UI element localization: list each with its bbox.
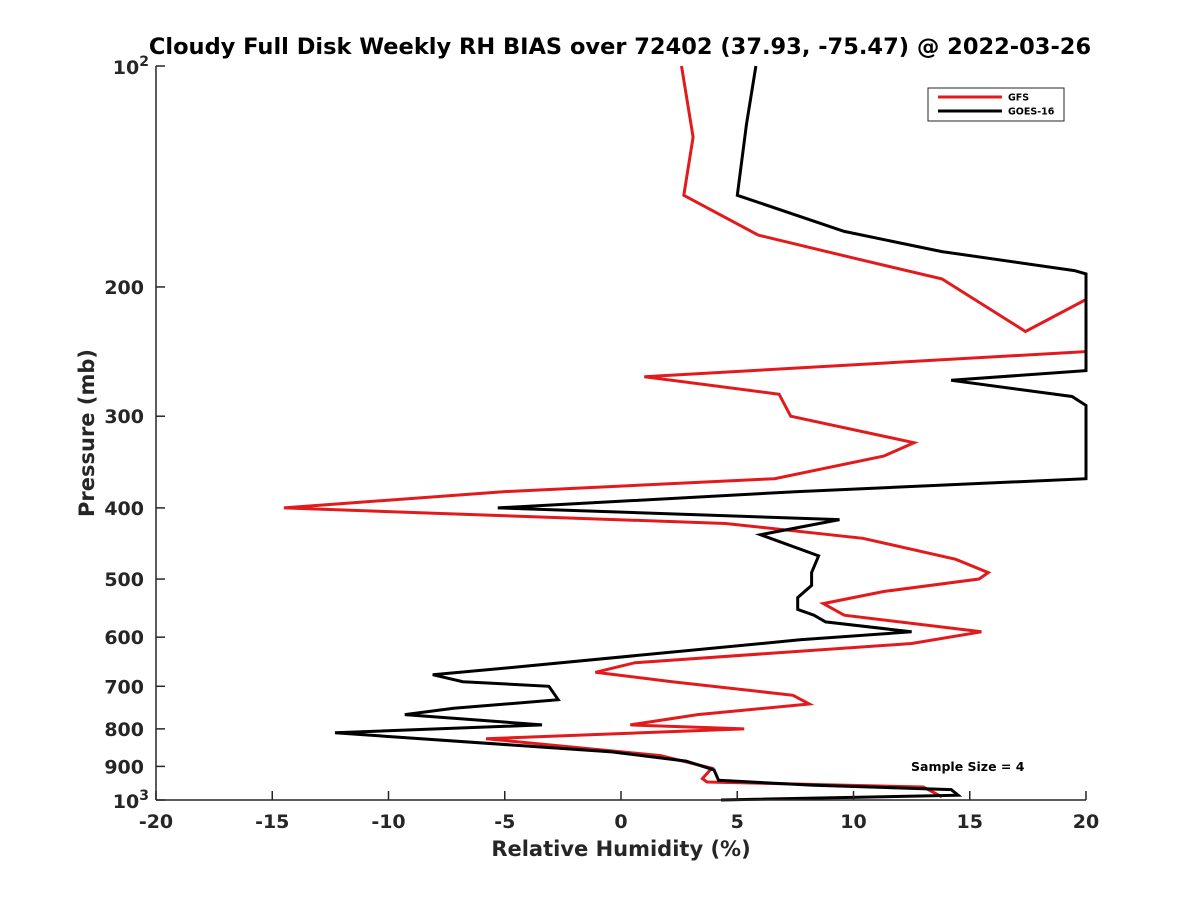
y-tick-label-exponent: 2 — [139, 54, 149, 70]
y-tick-label: 700 — [104, 676, 144, 698]
y-tick-label: 900 — [104, 756, 144, 778]
x-axis-title: Relative Humidity (%) — [491, 837, 750, 861]
plot-area — [156, 66, 1086, 800]
chart-title: Cloudy Full Disk Weekly RH BIAS over 724… — [149, 34, 1091, 60]
legend-box — [927, 87, 1065, 122]
legend-entries: GFS GOES-16 — [938, 93, 1055, 118]
x-tick-label: 15 — [957, 811, 983, 833]
y-tick-label: 102 — [113, 54, 149, 79]
x-tick-label: 20 — [1073, 811, 1099, 833]
x-tick-label: -10 — [371, 811, 405, 833]
x-tick-label: -5 — [494, 811, 515, 833]
y-tick-label: 800 — [104, 719, 144, 741]
x-tick-label: 0 — [614, 811, 627, 833]
sample-size-annotation: Sample Size = 4 — [911, 759, 1025, 774]
y-tick-label: 400 — [104, 498, 144, 520]
y-tick-label-exponent: 3 — [139, 788, 149, 804]
y-tick-label: 500 — [104, 569, 144, 591]
y-tick-label: 103 — [113, 788, 149, 813]
x-tick-label: 10 — [840, 811, 866, 833]
y-tick-label-base: 10 — [113, 791, 139, 813]
x-axis-ticks: -20 -15 -10 -5 0 5 10 15 20 — [139, 791, 1099, 833]
x-tick-label: -20 — [139, 811, 173, 833]
x-tick-label: 5 — [731, 811, 744, 833]
series-line-gfs — [283, 65, 1088, 799]
legend: GFS GOES-16 — [927, 87, 1065, 122]
y-tick-label-base: 10 — [113, 57, 139, 79]
legend-label: GFS — [1008, 93, 1029, 104]
series-layer — [283, 65, 1088, 802]
y-axis-title: Pressure (mb) — [75, 349, 99, 517]
legend-label: GOES-16 — [1008, 107, 1055, 118]
y-tick-label: 600 — [104, 627, 144, 649]
y-tick-label: 300 — [104, 406, 144, 428]
series-line-goes-16 — [334, 65, 1088, 802]
x-tick-label: -15 — [255, 811, 289, 833]
y-tick-label: 200 — [104, 277, 144, 299]
